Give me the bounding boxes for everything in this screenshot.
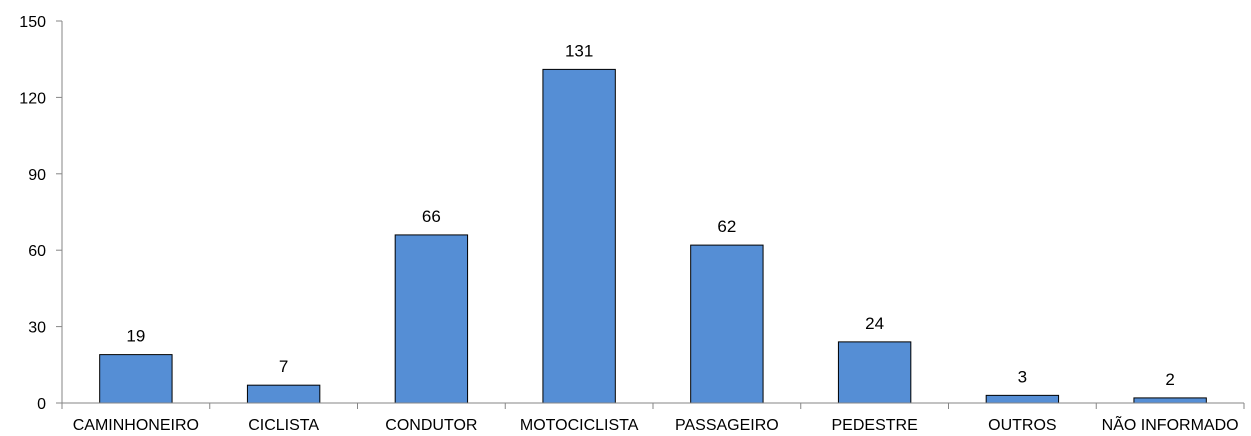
data-label: 3 [1018, 367, 1027, 386]
data-labels-group: 19 7 66 131 62 24 3 2 [126, 41, 1174, 389]
x-tick-label: MOTOCICLISTA [520, 417, 639, 434]
bar-caminhoneiro [99, 354, 173, 404]
bar-n-o-informado [1133, 397, 1207, 404]
bar-passageiro [690, 244, 764, 404]
data-label: 62 [717, 217, 736, 236]
bar-condutor [394, 234, 469, 404]
x-tick-label: PEDESTRE [832, 417, 918, 434]
data-label: 131 [565, 41, 593, 60]
y-tick-label: 90 [28, 167, 46, 184]
y-tick-label: 0 [37, 396, 46, 413]
bar-outros [985, 394, 1060, 404]
bar-ciclista [246, 384, 321, 404]
data-label: 2 [1165, 370, 1174, 389]
bar-pedestre [837, 341, 912, 404]
x-axis: CAMINHONEIRO CICLISTA CONDUTOR MOTOCICLISTA… [61, 402, 1245, 434]
data-label: 66 [422, 207, 441, 226]
bars-group [99, 68, 1207, 404]
x-tick-label: PASSAGEIRO [675, 417, 779, 434]
data-label: 7 [279, 357, 288, 376]
y-axis: 0 30 60 90 120 150 [19, 14, 63, 413]
y-tick-label: 60 [28, 243, 46, 260]
x-tick-label: CONDUTOR [385, 417, 477, 434]
data-label: 19 [126, 327, 145, 346]
x-tick-label: CAMINHONEIRO [73, 417, 199, 434]
x-tick-label: OUTROS [988, 417, 1056, 434]
data-label: 24 [865, 314, 884, 333]
y-tick-label: 120 [19, 90, 46, 107]
y-tick-label: 30 [28, 320, 46, 337]
x-tick-label: CICLISTA [248, 417, 319, 434]
x-tick-label: NÃO INFORMADO [1102, 414, 1239, 434]
y-tick-label: 150 [19, 14, 46, 31]
bar-motociclista [542, 68, 616, 404]
